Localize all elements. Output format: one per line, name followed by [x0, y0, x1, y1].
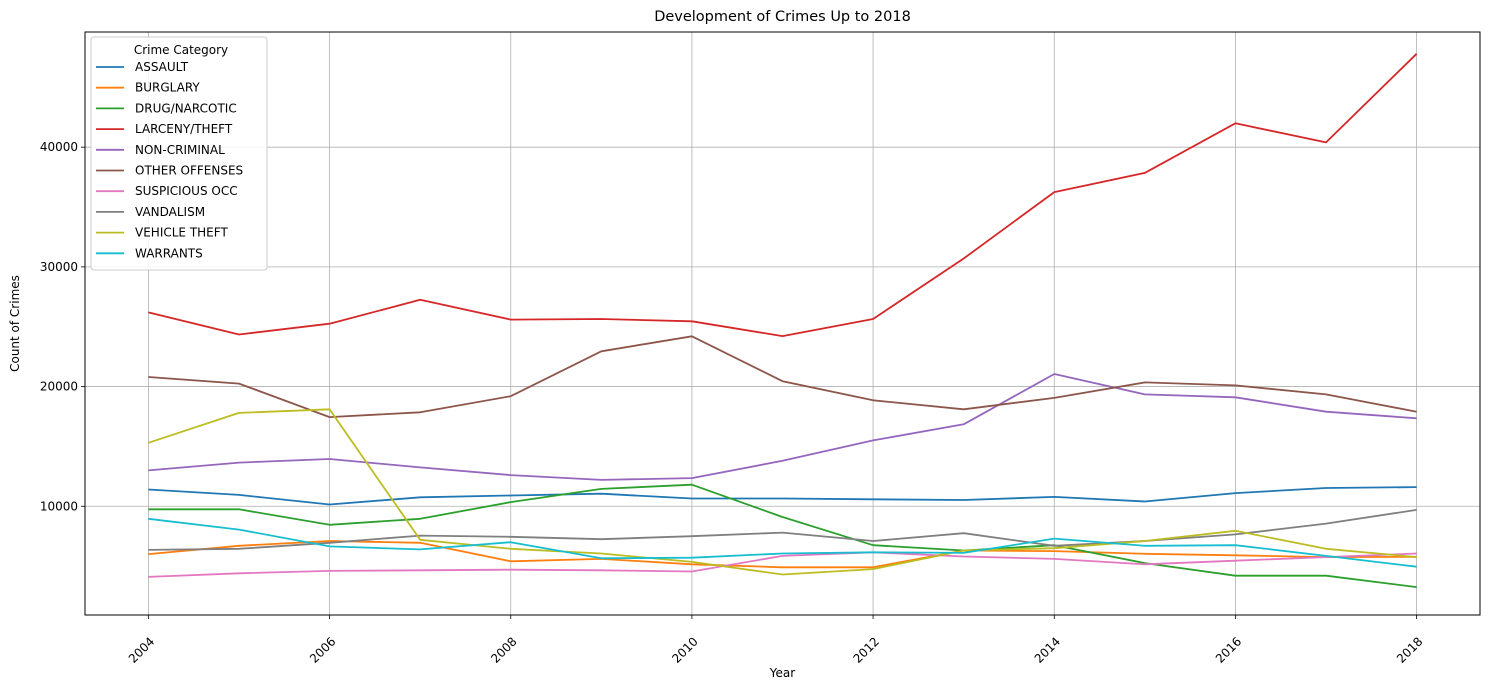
series-line-vandalism — [148, 509, 1417, 551]
legend-box — [90, 36, 268, 271]
series-line-other-offenses — [148, 335, 1417, 419]
series-line-assault — [148, 486, 1417, 506]
chart-title: Development of Crimes Up to 2018 — [654, 9, 911, 25]
series-line-suspicious-occ — [148, 551, 1417, 578]
y-tick-label: 40000 — [40, 140, 78, 154]
y-tick-label: 20000 — [40, 380, 78, 394]
legend-entry-label: ASSAULT — [135, 60, 189, 74]
legend-entry-label: WARRANTS — [135, 246, 203, 260]
legend-entry-label: VEHICLE THEFT — [135, 226, 228, 240]
series-line-non-criminal — [148, 373, 1417, 481]
legend-entry-label: DRUG/NARCOTIC — [135, 101, 237, 115]
x-axis-label: Year — [769, 666, 795, 680]
y-axis-label: Count of Crimes — [8, 275, 22, 372]
y-tick-label: 10000 — [40, 499, 78, 513]
series-line-warrants — [148, 517, 1417, 568]
legend-title: Crime Category — [134, 43, 228, 57]
series-line-burglary — [148, 540, 1417, 569]
legend-entry-label: SUSPICIOUS OCC — [135, 184, 238, 198]
legend-entry-label: BURGLARY — [135, 81, 200, 95]
legend-entry-label: NON-CRIMINAL — [135, 143, 225, 157]
series-lines — [148, 53, 1418, 588]
legend-entry-label: VANDALISM — [135, 205, 205, 219]
series-line-vehicle-theft — [148, 408, 1417, 576]
y-tick-label: 30000 — [40, 260, 78, 274]
legend-entry-label: OTHER OFFENSES — [135, 164, 243, 178]
legend-items: ASSAULT BURGLARY DRUG/NARCOTIC LARCENY/THEF… — [96, 60, 243, 260]
axes-frame — [84, 31, 1481, 616]
y-axis-ticks: 10000 20000 30000 40000 — [40, 140, 85, 513]
series-line-larceny-theft — [148, 53, 1418, 338]
legend: Crime Category ASSAULT BURGLARY DRUG/NARCO… — [90, 36, 268, 271]
series-line-drug-narcotic — [148, 483, 1417, 588]
legend-entry-label: LARCENY/THEFT — [135, 122, 233, 136]
